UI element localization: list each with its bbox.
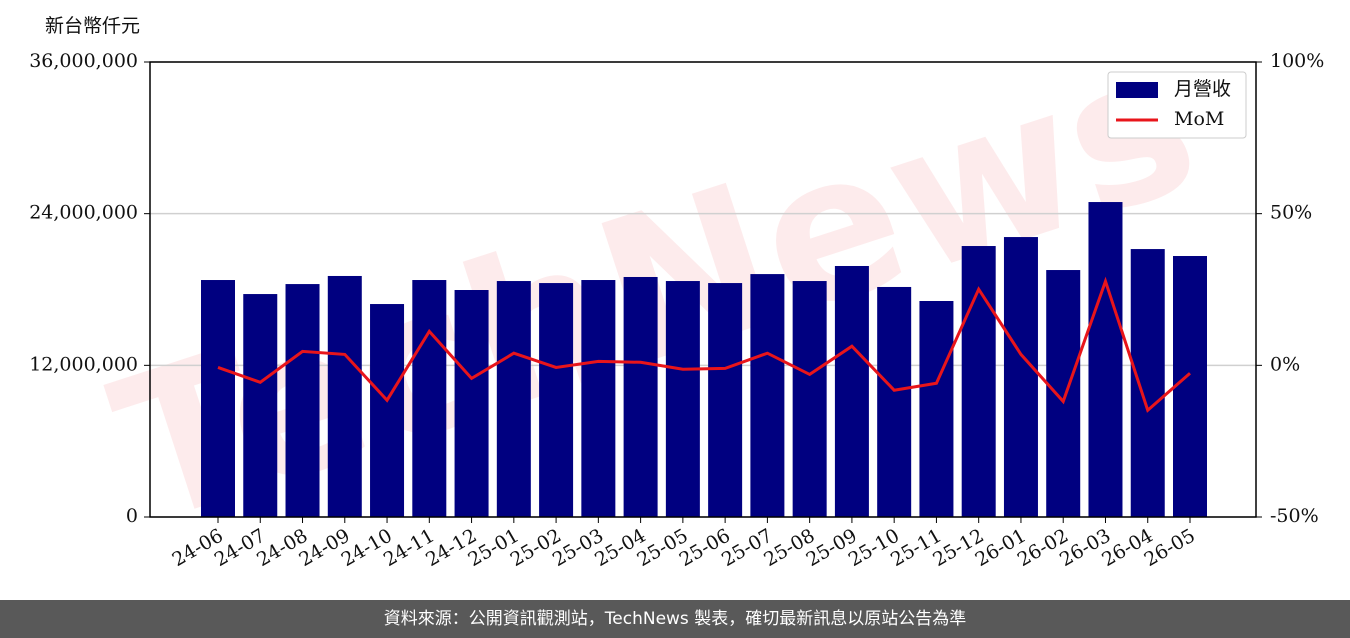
bar	[285, 284, 320, 517]
bar	[539, 283, 574, 517]
bar	[201, 280, 235, 517]
bar	[1088, 202, 1123, 518]
y2-tick-label: 100%	[1270, 50, 1324, 72]
bar	[1130, 249, 1165, 518]
bar	[919, 301, 954, 517]
bar	[877, 286, 912, 517]
bar	[454, 290, 489, 517]
legend-label: 月營收	[1174, 78, 1231, 100]
bar	[623, 276, 658, 517]
line	[217, 276, 1191, 413]
bar	[1173, 256, 1207, 517]
bar	[1003, 237, 1038, 517]
y-tick-label: 12,000,000	[29, 353, 138, 375]
bar	[370, 304, 405, 517]
plot-frame	[149, 61, 1257, 518]
bar	[412, 280, 447, 517]
y-tick-label: 36,000,000	[29, 50, 138, 72]
bar	[750, 274, 785, 517]
legend-label: MoM	[1174, 108, 1224, 130]
bar	[581, 280, 616, 517]
chart: 新台幣仟元 TechNews012,000,00024,000,00036,00…	[29, 4, 1324, 571]
y2-tick-label: -50%	[1270, 505, 1319, 527]
bar	[1046, 270, 1081, 517]
y-axis-label: 新台幣仟元	[45, 15, 140, 37]
bar	[496, 281, 531, 517]
y2-tick-label: 50%	[1270, 202, 1312, 224]
bar	[327, 275, 362, 517]
y2-tick-label: 0%	[1270, 353, 1300, 375]
bar	[792, 281, 827, 517]
bar	[834, 265, 869, 517]
footer: 資料來源：公開資訊觀測站，TechNews 製表，確切最新訊息以原站公告為準	[0, 600, 1350, 638]
y-tick-label: 0	[126, 505, 138, 527]
bar	[243, 294, 278, 517]
legend-swatch	[1116, 82, 1158, 98]
y-tick-label: 24,000,000	[29, 202, 138, 224]
bar	[708, 283, 743, 517]
bar	[665, 281, 700, 517]
